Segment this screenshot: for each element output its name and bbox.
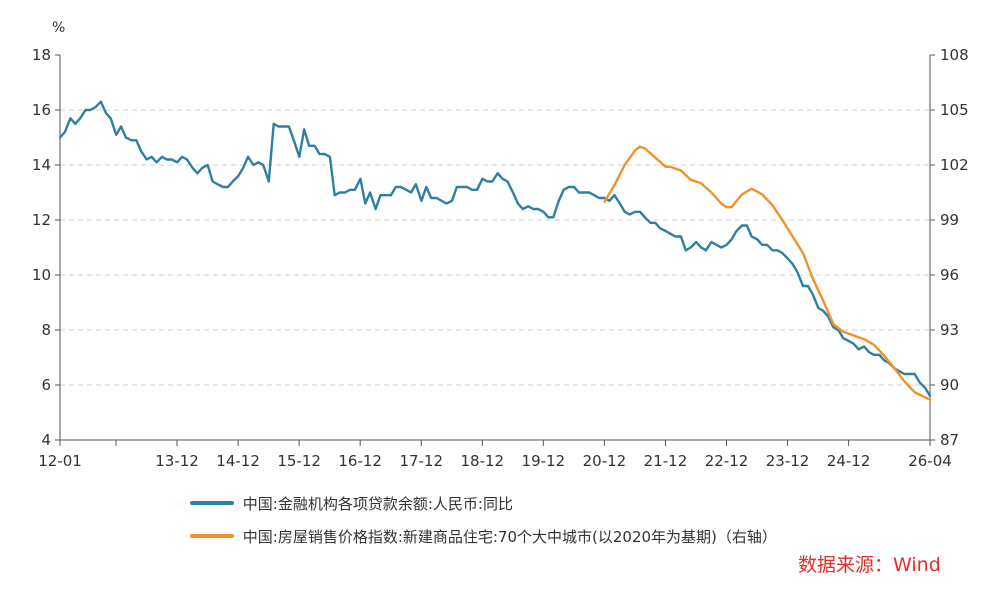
series-line-loan-growth [58,100,932,398]
legend-swatch-housing-price-index [190,533,234,538]
x-tick-label: 20-12 [583,452,627,470]
right-tick-label: 108 [940,46,969,64]
axis-layer: 4 6 8 10 12 14 16 18 87 90 93 96 99 102 105 108 12-01 13-… [32,46,969,470]
left-tick-label: 16 [32,101,51,119]
grid-layer [60,109,930,386]
right-tick-label: 105 [940,101,969,119]
right-tick-label: 96 [940,266,959,284]
legend-item-housing-price-index: 中国:房屋销售价格指数:新建商品住宅:70个大中城市(以2020年为基期)（右轴… [190,526,777,547]
left-tick-label: 4 [41,431,51,449]
x-tick-label: 22-12 [705,452,749,470]
x-tick-label: 18-12 [461,452,505,470]
legend-label-loan-growth: 中国:金融机构各项贷款余额:人民币:同比 [242,495,513,513]
right-tick-label: 93 [940,321,959,339]
x-tick-label: 16-12 [338,452,382,470]
x-tick-label: 21-12 [644,452,688,470]
x-tick-label: 13-12 [155,452,199,470]
legend-label-housing-price-index: 中国:房屋销售价格指数:新建商品住宅:70个大中城市(以2020年为基期)（右轴… [242,528,777,546]
right-tick-label: 99 [940,211,959,229]
line-chart: 4 6 8 10 12 14 16 18 87 90 93 96 99 102 105 108 12-01 13-… [32,20,969,470]
left-tick-label: 8 [41,321,51,339]
right-tick-label: 102 [940,156,969,174]
x-tick-label: 15-12 [277,452,321,470]
x-tick-label: 14-12 [216,452,260,470]
legend-swatch-loan-growth [190,500,234,505]
left-tick-label: 18 [32,46,51,64]
left-tick-label: 6 [41,376,51,394]
x-tick-label: 24-12 [827,452,871,470]
x-tick-label: 26-04 [908,452,952,470]
series-layer [58,100,932,401]
source-note: 数据来源：Wind [798,554,941,576]
left-tick-label: 14 [32,156,51,174]
left-tick-label: 10 [32,266,51,284]
x-tick-label: 19-12 [522,452,566,470]
left-tick-label: 12 [32,211,51,229]
series-line-housing-price-index [603,145,932,401]
left-axis-unit: % [52,20,65,36]
right-tick-label: 90 [940,376,959,394]
legend-item-loan-growth: 中国:金融机构各项贷款余额:人民币:同比 [190,493,513,514]
right-tick-label: 87 [940,431,959,449]
x-tick-label: 23-12 [766,452,810,470]
x-tick-label: 12-01 [38,452,82,470]
x-tick-label: 17-12 [399,452,443,470]
